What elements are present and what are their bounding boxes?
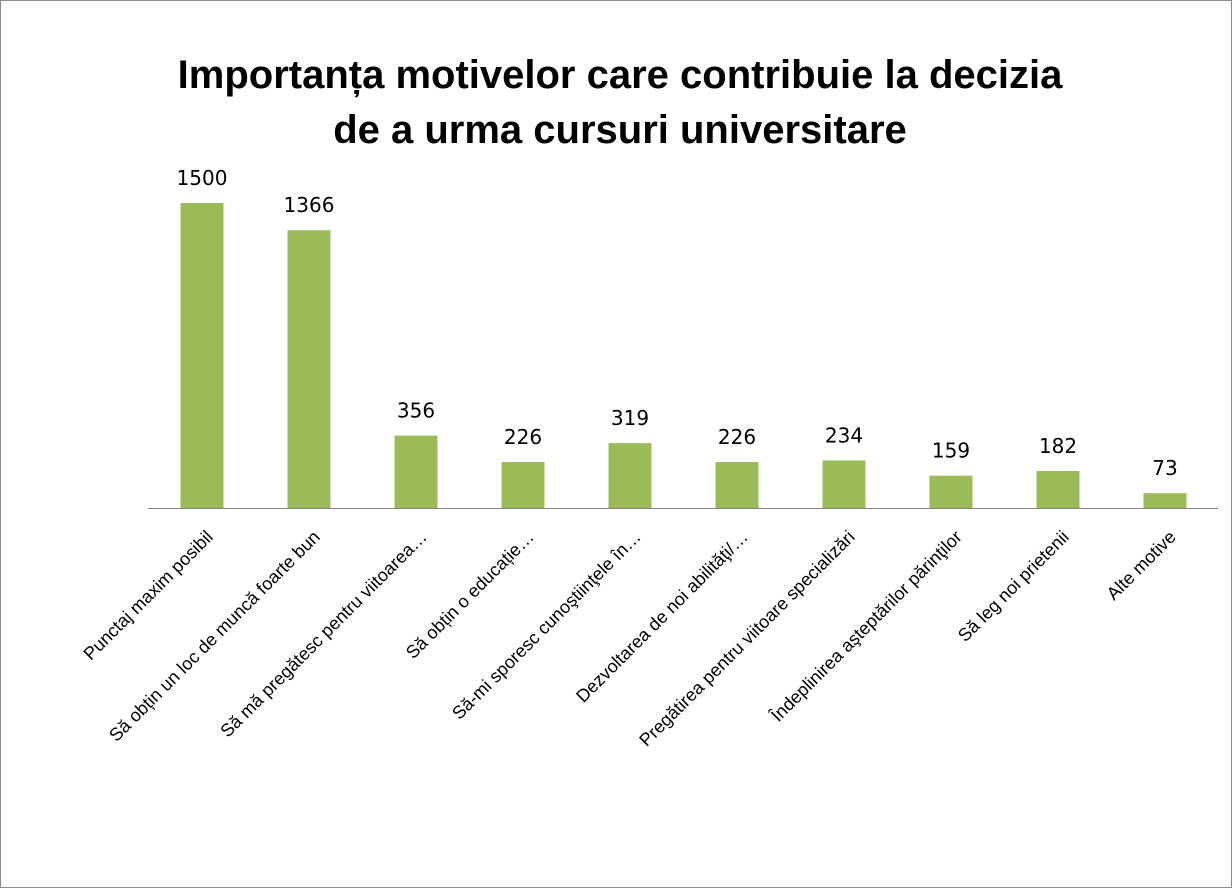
data-label: 234 bbox=[825, 423, 863, 447]
data-label: 182 bbox=[1039, 434, 1077, 458]
data-label: 159 bbox=[932, 439, 970, 463]
bar bbox=[180, 203, 224, 508]
bar bbox=[394, 435, 438, 508]
data-label: 73 bbox=[1152, 456, 1177, 480]
bar bbox=[287, 230, 331, 508]
bar bbox=[822, 460, 866, 508]
data-label: 319 bbox=[611, 406, 649, 430]
data-label: 1366 bbox=[284, 193, 335, 217]
bar bbox=[929, 475, 973, 508]
bar bbox=[715, 462, 759, 508]
chart-title: de a urma cursuri universitare bbox=[333, 108, 907, 152]
bar bbox=[1036, 470, 1080, 508]
data-label: 226 bbox=[504, 425, 542, 449]
bar bbox=[1143, 493, 1187, 508]
bar bbox=[501, 462, 545, 508]
data-label: 1500 bbox=[177, 166, 228, 190]
data-label: 226 bbox=[718, 425, 756, 449]
data-label: 356 bbox=[397, 399, 435, 423]
chart-title: Importanța motivelor care contribuie la … bbox=[178, 53, 1063, 97]
bar bbox=[608, 443, 652, 508]
